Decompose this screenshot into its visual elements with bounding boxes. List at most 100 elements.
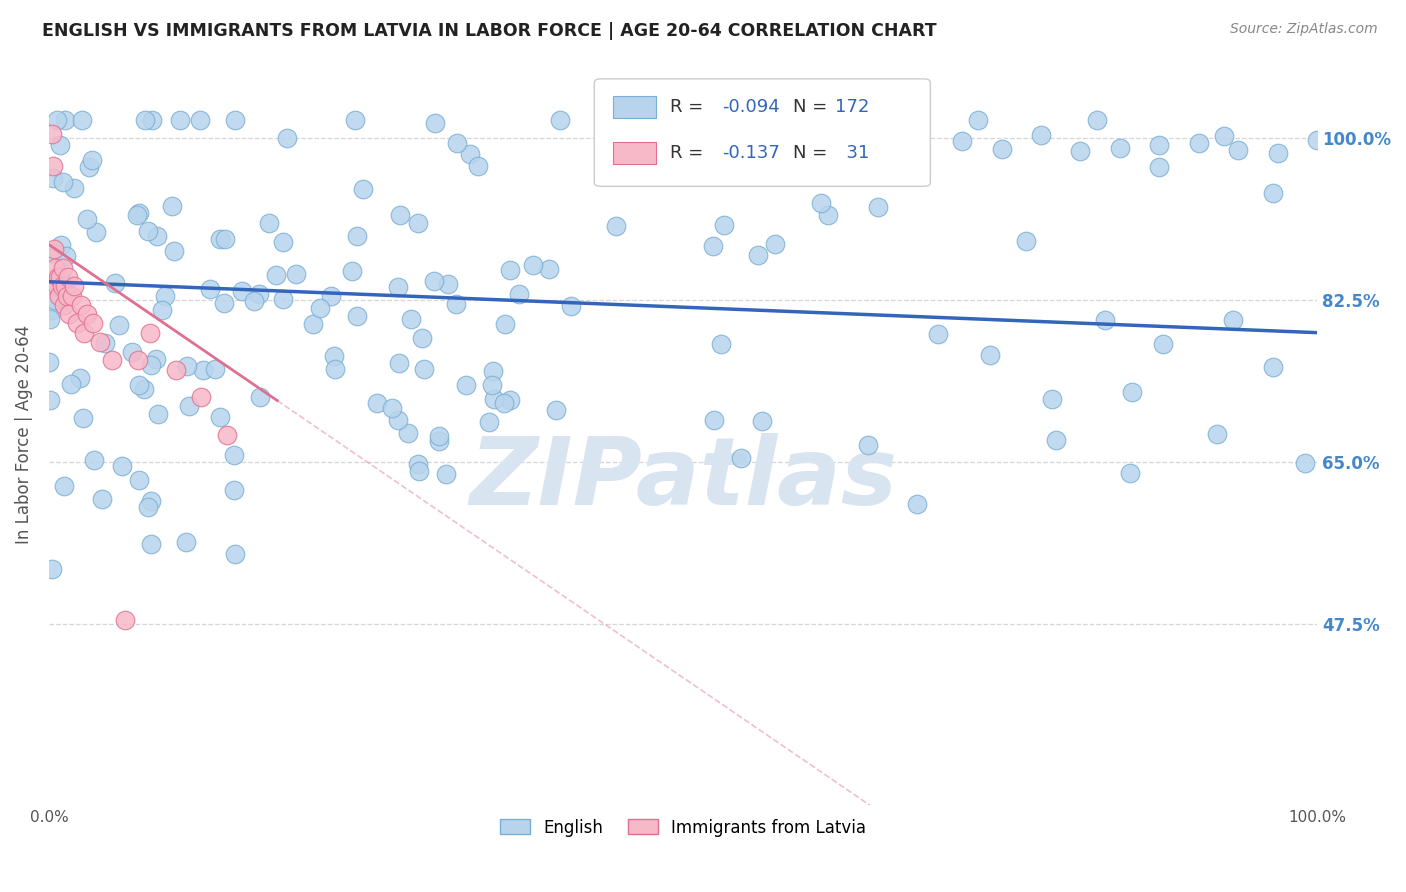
Point [411,331,433,345]
Point [522,258,544,272]
Point [160,199,183,213]
Point [1040,392,1063,406]
Point [114,613,136,627]
Point [399,311,422,326]
Point [82,317,104,331]
Point [761,115,783,129]
Point [271,235,294,249]
Point [139,326,162,340]
Point [76,307,98,321]
Point [53,478,76,492]
Point [446,136,468,150]
Point [605,219,627,233]
Point [222,483,245,497]
Point [132,382,155,396]
Point [508,287,530,301]
Point [224,112,246,127]
Point [1108,141,1130,155]
Point [321,289,343,303]
Point [817,208,839,222]
Point [481,378,503,392]
Point [53,298,76,312]
Point [413,362,436,376]
Point [176,359,198,374]
Point [39,393,62,408]
Text: ZIPatlas: ZIPatlas [470,433,897,525]
Point [427,434,450,448]
FancyBboxPatch shape [613,96,657,118]
Point [1152,337,1174,351]
Point [38,355,60,369]
Point [548,112,571,127]
Point [1294,456,1316,470]
Text: 31: 31 [835,144,869,162]
Point [66,317,89,331]
Point [346,309,368,323]
Point [44,260,66,275]
Text: -0.137: -0.137 [723,144,780,162]
Point [177,399,200,413]
Point [1263,360,1285,375]
Point [482,392,505,406]
Point [136,224,159,238]
Point [42,242,65,256]
Point [55,279,77,293]
Point [48,288,70,302]
Point [214,231,236,245]
Point [747,248,769,262]
Point [89,334,111,349]
Point [41,127,63,141]
Point [702,239,724,253]
Point [1015,234,1038,248]
Point [174,534,197,549]
Point [77,160,100,174]
Point [38,312,60,326]
Point [406,216,429,230]
Point [153,289,176,303]
Point [139,494,162,508]
Point [810,195,832,210]
Point [121,344,143,359]
Point [302,318,325,332]
Point [751,414,773,428]
Point [53,112,76,127]
Point [340,263,363,277]
Point [285,267,308,281]
Point [73,326,96,340]
Point [458,147,481,161]
Point [845,112,868,127]
Point [127,353,149,368]
Point [108,318,131,332]
Point [45,279,67,293]
Point [1069,145,1091,159]
Point [58,307,80,321]
Point [713,219,735,233]
Text: 172: 172 [835,98,869,116]
Point [499,262,522,277]
Point [190,391,212,405]
Point [702,413,724,427]
Point [44,293,66,308]
Point [101,353,124,368]
Point [905,497,928,511]
Point [82,153,104,167]
Text: Source: ZipAtlas.com: Source: ZipAtlas.com [1230,22,1378,37]
Point [55,288,77,302]
Point [146,228,169,243]
Point [214,295,236,310]
Point [679,112,702,127]
Point [231,284,253,298]
Point [52,260,75,275]
Point [1094,313,1116,327]
Point [145,352,167,367]
Point [710,337,733,351]
Point [494,396,516,410]
Point [247,287,270,301]
Point [797,112,820,127]
Point [51,279,73,293]
Point [208,409,231,424]
Point [208,232,231,246]
Point [55,249,77,263]
Point [494,317,516,331]
Point [56,270,79,285]
